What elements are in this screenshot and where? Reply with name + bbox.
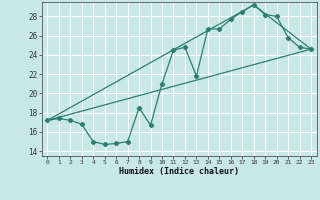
- X-axis label: Humidex (Indice chaleur): Humidex (Indice chaleur): [119, 167, 239, 176]
